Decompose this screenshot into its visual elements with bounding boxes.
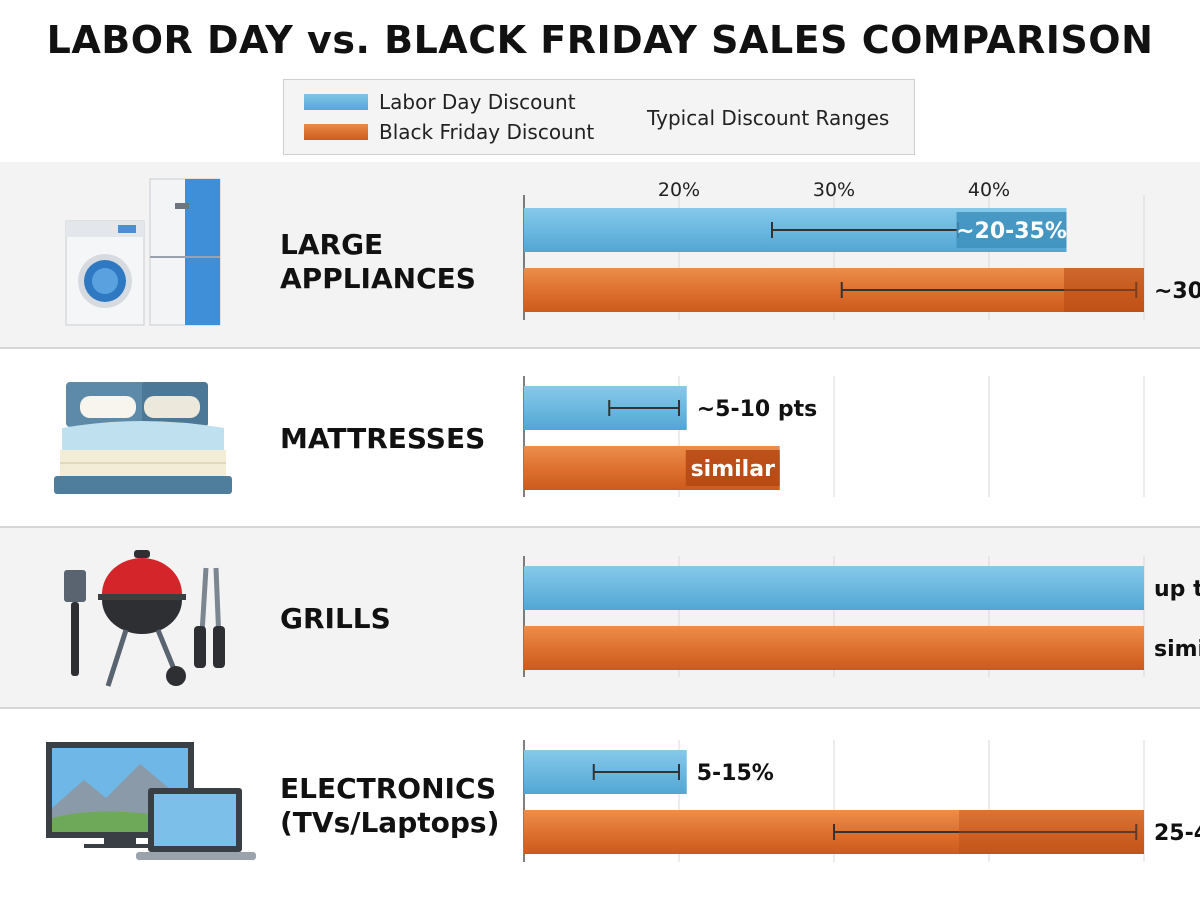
row-separator bbox=[0, 707, 1200, 709]
data-label: ~30-40% bbox=[1154, 279, 1200, 304]
row-separator bbox=[0, 526, 1200, 528]
mattress-icon bbox=[54, 382, 232, 494]
row-band-grills bbox=[0, 528, 1200, 707]
x-tick-label: 30% bbox=[813, 179, 855, 201]
legend-note: Typical Discount Ranges bbox=[647, 106, 890, 130]
legend-swatch-labor-day bbox=[304, 94, 368, 110]
row-separator bbox=[0, 347, 1200, 349]
data-label: ~20-35% bbox=[956, 219, 1067, 244]
data-label: ~5-10 pts bbox=[697, 397, 818, 422]
category-label-appliances: LARGE APPLIANCES bbox=[280, 228, 476, 295]
category-label-grills: GRILLS bbox=[280, 602, 391, 635]
data-label: 5-15% bbox=[697, 761, 774, 786]
legend: Labor Day Discount Black Friday Discount… bbox=[283, 79, 915, 155]
data-label-box bbox=[956, 212, 1067, 248]
category-label-mattresses: MATTRESSES bbox=[280, 422, 486, 455]
data-label: up to 40% bbox=[1154, 577, 1200, 602]
x-tick-label: 20% bbox=[658, 179, 700, 201]
data-label: similar bbox=[1154, 637, 1200, 662]
data-label: similar bbox=[691, 457, 775, 482]
data-label-box bbox=[685, 450, 780, 486]
category-label-electronics: ELECTRONICS (TVs/Laptops) bbox=[280, 772, 500, 839]
x-tick-label: 40% bbox=[968, 179, 1010, 201]
bar-labor-day bbox=[524, 566, 1144, 610]
bar-highlight bbox=[1064, 268, 1144, 312]
bar-highlight bbox=[959, 810, 1144, 854]
chart-title: LABOR DAY vs. BLACK FRIDAY SALES COMPARI… bbox=[46, 18, 1154, 62]
legend-label-labor-day: Labor Day Discount bbox=[379, 90, 576, 114]
grill-icon bbox=[64, 550, 225, 687]
data-label: 25-40% bbox=[1154, 821, 1200, 846]
electronics-icon bbox=[46, 742, 256, 860]
appliances-icon bbox=[65, 178, 221, 326]
bar-black-friday bbox=[524, 626, 1144, 670]
legend-label-black-friday: Black Friday Discount bbox=[379, 120, 595, 144]
legend-swatch-black-friday bbox=[304, 124, 368, 140]
